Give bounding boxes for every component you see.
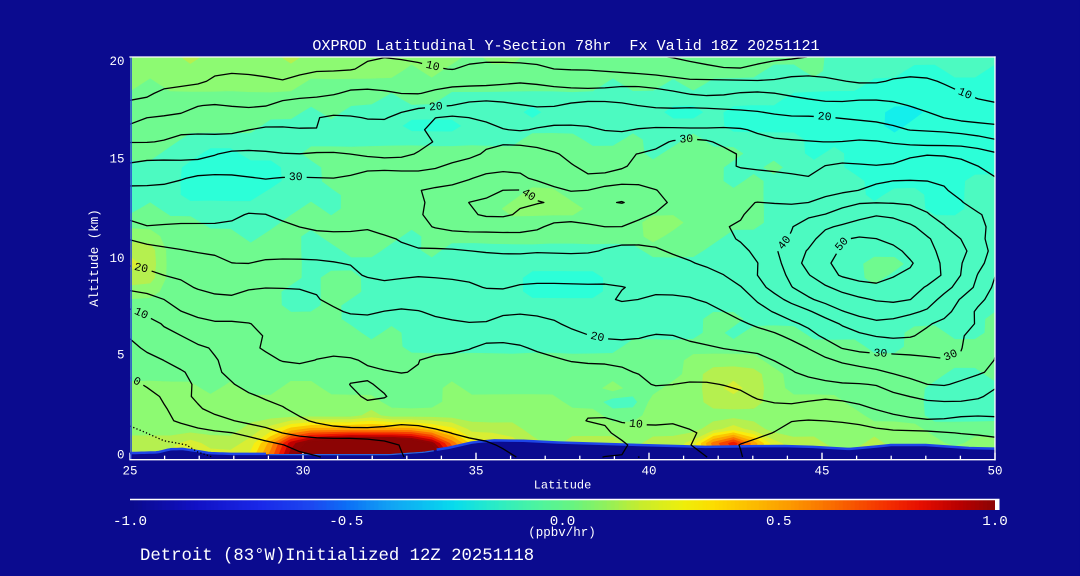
svg-text:0.0: 0.0	[550, 514, 576, 530]
svg-text:20: 20	[109, 55, 124, 69]
svg-text:10: 10	[628, 418, 643, 432]
svg-text:30: 30	[942, 347, 960, 365]
svg-text:30: 30	[873, 347, 887, 361]
svg-text:15: 15	[109, 153, 124, 167]
svg-text:10: 10	[109, 252, 124, 266]
svg-text:20: 20	[428, 100, 443, 114]
svg-text:1.0: 1.0	[982, 514, 1008, 530]
svg-text:50: 50	[987, 464, 1002, 478]
svg-text:10: 10	[424, 59, 441, 75]
svg-text:0.5: 0.5	[766, 514, 792, 530]
svg-text:35: 35	[468, 464, 483, 478]
svg-text:20: 20	[817, 110, 832, 124]
svg-text:30: 30	[295, 464, 310, 478]
svg-text:40: 40	[641, 464, 656, 478]
svg-text:30: 30	[679, 133, 694, 147]
svg-text:10: 10	[956, 86, 974, 103]
svg-text:(ppbv/hr): (ppbv/hr)	[528, 526, 596, 540]
svg-text:20: 20	[589, 330, 605, 346]
svg-text:Detroit (83°W)Initialized 12Z: Detroit (83°W)Initialized 12Z 20251118	[140, 547, 534, 566]
svg-text:-0.5: -0.5	[329, 514, 363, 530]
svg-text:-1.0: -1.0	[113, 514, 147, 530]
svg-text:Latitude: Latitude	[534, 478, 592, 492]
svg-text:OXPROD Latitudinal Y-Section 7: OXPROD Latitudinal Y-Section 78hr Fx Val…	[312, 37, 819, 55]
svg-text:10: 10	[132, 305, 150, 323]
svg-text:0: 0	[117, 448, 125, 462]
svg-text:40: 40	[519, 186, 538, 205]
svg-text:45: 45	[814, 464, 829, 478]
svg-text:5: 5	[117, 348, 125, 362]
svg-text:25: 25	[122, 464, 137, 478]
svg-text:20: 20	[133, 261, 149, 277]
svg-text:Altitude (km): Altitude (km)	[88, 209, 102, 307]
svg-text:30: 30	[289, 171, 303, 184]
